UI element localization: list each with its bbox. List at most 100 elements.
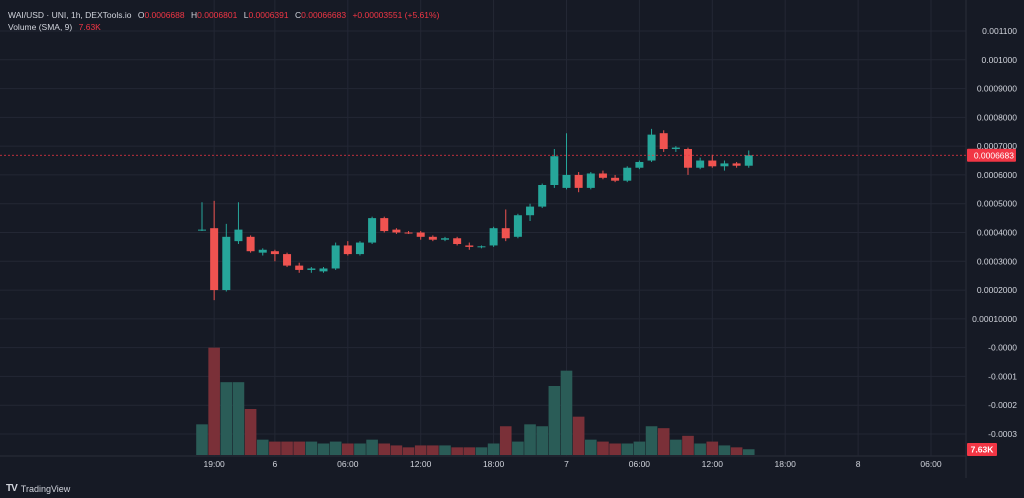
volume-bar xyxy=(572,416,585,455)
volume-bar xyxy=(427,445,439,455)
open-value: 0.0006688 xyxy=(144,10,185,20)
volume-bar xyxy=(196,424,208,455)
chart-grid xyxy=(0,0,967,478)
volume-bar xyxy=(390,445,403,455)
volume-bar xyxy=(329,441,342,455)
candle-body xyxy=(283,254,292,266)
volume-bar xyxy=(208,347,220,455)
tradingview-name: TradingView xyxy=(20,483,71,494)
price-tick-label: 0.0007000 xyxy=(977,141,1017,151)
candle-body xyxy=(246,236,255,252)
candle-body xyxy=(538,185,547,207)
candle-body xyxy=(501,228,510,239)
candle-body xyxy=(343,245,352,255)
candle-body xyxy=(526,206,535,216)
candle-body xyxy=(416,232,425,237)
time-tick-label: 19:00 xyxy=(204,459,226,469)
close-value: 0.00066683 xyxy=(301,10,347,20)
price-tick-label: 0.0004000 xyxy=(977,228,1017,238)
candle-body xyxy=(392,229,401,233)
last-price-line: 0.0006683 7.63K xyxy=(0,148,1016,456)
candlesticks xyxy=(198,128,753,301)
chart-footer xyxy=(0,478,1024,498)
volume-value-badge xyxy=(967,443,997,456)
volume-bar xyxy=(670,439,682,455)
price-tick-label: 0.001100 xyxy=(982,26,1017,36)
candle-body xyxy=(477,246,486,248)
tradingview-branding[interactable]: TV TradingView xyxy=(6,483,70,494)
candle-body xyxy=(270,251,279,255)
candle-body xyxy=(598,173,607,178)
price-tick-label: -0.0000 xyxy=(988,343,1017,353)
volume-bar xyxy=(305,441,318,455)
volume-bar xyxy=(220,382,233,455)
candle-body xyxy=(453,238,462,245)
candle-body xyxy=(428,236,437,240)
volume-bar xyxy=(463,447,476,455)
volume-bar xyxy=(487,443,500,455)
candle-body xyxy=(198,229,206,231)
close-label: C xyxy=(295,10,302,20)
price-tick-label: -0.0001 xyxy=(988,371,1017,381)
candle-body xyxy=(368,218,377,243)
tradingview-logo-icon: TV xyxy=(6,483,18,494)
candle-body xyxy=(441,238,449,240)
volume-bar xyxy=(414,445,427,455)
price-tick-label: 0.0005000 xyxy=(977,199,1017,209)
volume-bar xyxy=(682,435,694,455)
candle-body xyxy=(210,228,219,291)
candle-body xyxy=(720,163,729,167)
last-price-label: 0.0006683 xyxy=(974,150,1014,160)
candle-body xyxy=(586,173,595,188)
price-tick-label: 0.0002000 xyxy=(977,285,1017,295)
volume-bar xyxy=(232,382,245,455)
volume-indicator-label[interactable]: Volume (SMA, 9) xyxy=(8,22,73,32)
candle-body xyxy=(258,249,267,253)
symbol-label[interactable]: WAI/USD · UNI, 1h, DEXTools.io xyxy=(8,10,132,20)
candle-body xyxy=(708,160,717,167)
volume-bar xyxy=(560,370,573,455)
last-price-badge xyxy=(967,148,1016,162)
candle-body xyxy=(513,215,522,237)
time-tick-label: 18:00 xyxy=(483,459,505,469)
change-value: +0.00003551 (+5.61%) xyxy=(352,10,440,20)
time-axis[interactable]: 19:00 6 06:00 12:00 18:00 7 06:00 12:00 18:00 8 06… xyxy=(204,459,942,469)
time-tick-label: 7 xyxy=(564,459,569,469)
candle-body xyxy=(671,147,680,150)
volume-bars xyxy=(196,347,755,455)
price-axis[interactable]: 0.001100 0.001000 0.0009000 0.0008000 0.0007… xyxy=(972,26,1017,439)
volume-bar xyxy=(475,447,488,455)
price-tick-label: 0.0008000 xyxy=(977,112,1017,122)
volume-legend-row: Volume (SMA, 9) 7.63K xyxy=(8,21,439,33)
time-tick-label: 12:00 xyxy=(410,459,432,469)
candle-body xyxy=(404,232,413,234)
volume-bar xyxy=(378,443,391,455)
price-tick-label: 0.00010000 xyxy=(972,314,1017,324)
volume-bar xyxy=(293,441,305,455)
volume-bar xyxy=(281,441,293,455)
time-tick-label: 6 xyxy=(273,459,278,469)
high-value: 0.0006801 xyxy=(197,10,238,20)
low-value: 0.0006391 xyxy=(248,10,289,20)
candle-body xyxy=(623,167,632,181)
volume-bar xyxy=(633,441,646,455)
candle-body xyxy=(647,134,656,161)
open-label: O xyxy=(137,10,145,20)
chart-legend: WAI/USD · UNI, 1h, DEXTools.io O0.000668… xyxy=(8,9,439,33)
time-tick-label: 06:00 xyxy=(920,459,942,469)
volume-value-label: 7.63K xyxy=(971,445,995,455)
volume-bar xyxy=(524,424,536,455)
volume-bar xyxy=(451,447,463,455)
low-label: L xyxy=(243,10,249,20)
candle-body xyxy=(465,245,474,247)
candle-body xyxy=(489,228,498,246)
candle-body xyxy=(550,156,559,186)
volume-bar xyxy=(499,426,512,455)
volume-bar xyxy=(585,439,597,455)
volume-bar xyxy=(718,445,731,455)
candle-body xyxy=(234,229,243,242)
candle-body xyxy=(222,236,231,291)
volume-bar xyxy=(645,426,658,455)
candle-body xyxy=(574,174,583,188)
